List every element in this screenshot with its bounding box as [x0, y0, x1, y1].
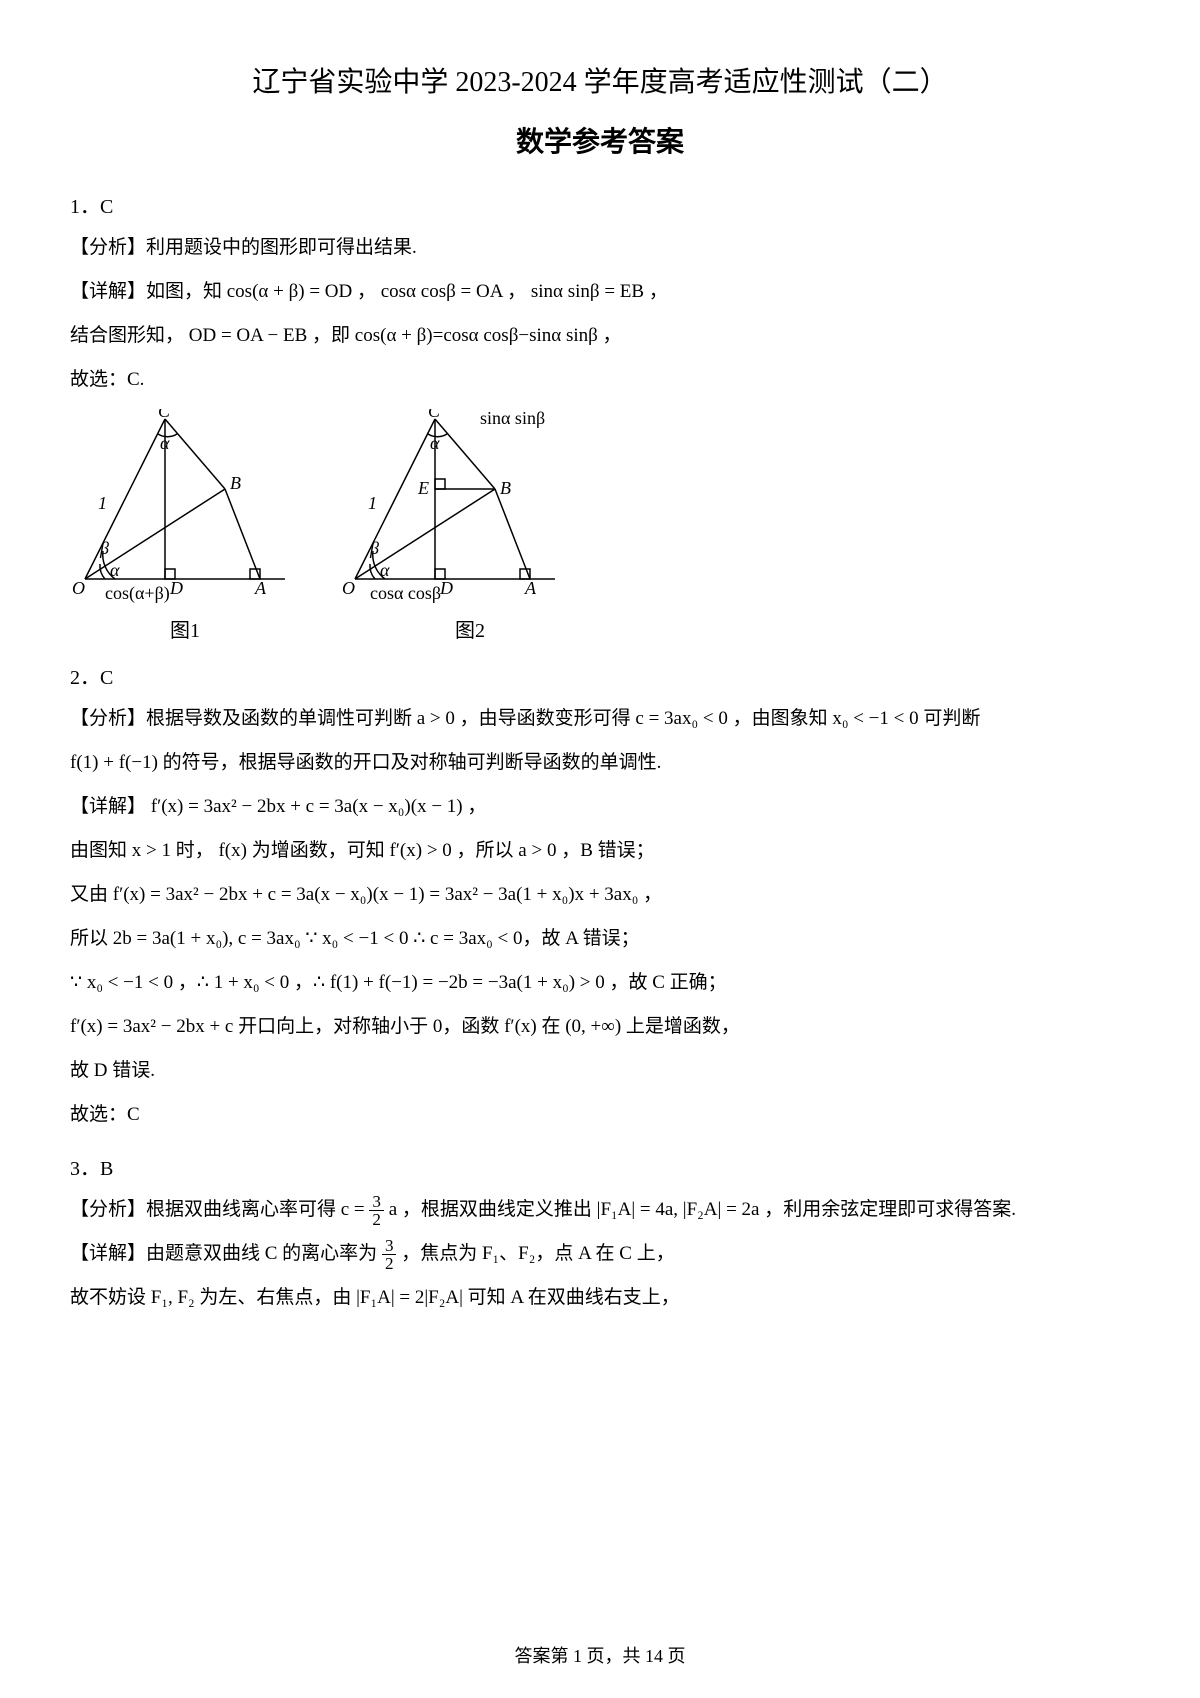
- fig1-angle-alpha: α: [110, 560, 120, 580]
- q3-detail-1: 【详解】由题意双曲线 C 的离心率为 3 2 ，焦点为 F₁、F₂，点 A 在 …: [70, 1235, 1130, 1273]
- fig2-label-B: B: [500, 478, 511, 498]
- title-sub: 数学参考答案: [70, 120, 1130, 160]
- fig2-label-E: E: [417, 478, 429, 498]
- q1-analysis: 【分析】利用题设中的图形即可得出结果.: [70, 229, 1130, 267]
- fig1-label-1: 1: [98, 493, 107, 513]
- fig1-label-O: O: [72, 578, 85, 598]
- title-main: 辽宁省实验中学 2023-2024 学年度高考适应性测试（二）: [70, 60, 1130, 100]
- fig1-angle-beta: β: [99, 538, 109, 558]
- q2-detail-7: 故 D 错误.: [70, 1052, 1130, 1090]
- fig1-label-B: B: [230, 473, 241, 493]
- q2-analysis-2: f(1) + f(−1) 的符号，根据导函数的开口及对称轴可判断导函数的单调性.: [70, 744, 1130, 782]
- fig2-angle-alpha-top: α: [430, 433, 440, 453]
- fig2-angle-alpha: α: [380, 560, 390, 580]
- q3-analysis-frac-num: 3: [369, 1193, 384, 1211]
- q1-conclusion: 故选：C.: [70, 361, 1130, 399]
- q2-detail-3: 又由 f′(x) = 3ax² − 2bx + c = 3a(x − x₀)(x…: [70, 876, 1130, 914]
- figure-2: O A B C D E 1 α β α sinα sinβ cosα cosβ …: [340, 409, 600, 643]
- q3-detail-1-post: ，焦点为 F₁、F₂，点 A 在 C 上，: [401, 1243, 674, 1264]
- q3-analysis: 【分析】根据双曲线离心率可得 c = 3 2 a ，根据双曲线定义推出 |F₁A…: [70, 1191, 1130, 1229]
- page-footer: 答案第 1 页，共 14 页: [0, 1642, 1200, 1668]
- q2-detail-6: f′(x) = 3ax² − 2bx + c 开口向上，对称轴小于 0，函数 f…: [70, 1008, 1130, 1046]
- q2-detail-1: 【详解】 f′(x) = 3ax² − 2bx + c = 3a(x − x₀)…: [70, 788, 1130, 826]
- figure-1: O A B C D 1 α β α cos(α+β) 图1: [70, 409, 300, 643]
- fig2-label-1: 1: [368, 493, 377, 513]
- figure-2-svg: O A B C D E 1 α β α sinα sinβ cosα cosβ: [340, 409, 600, 609]
- fig2-label-A: A: [524, 578, 537, 598]
- q3-detail-1-pre: 【详解】由题意双曲线 C 的离心率为: [70, 1243, 382, 1264]
- fig1-angle-alpha-top: α: [160, 433, 170, 453]
- fig2-label-C: C: [428, 409, 441, 421]
- q3-detail-1-frac: 3 2: [382, 1237, 397, 1272]
- q2-detail-5: ∵ x₀ < −1 < 0 ，∴ 1 + x₀ < 0 ，∴ f(1) + f(…: [70, 964, 1130, 1002]
- q2-number: 2．C: [70, 661, 1130, 690]
- fig1-label-A: A: [254, 578, 267, 598]
- fig1-x-label: cos(α+β): [105, 583, 170, 604]
- fig2-sin-label: sinα sinβ: [480, 409, 545, 428]
- q3-analysis-pre: 【分析】根据双曲线离心率可得 c =: [70, 1199, 369, 1220]
- fig2-label-O: O: [342, 578, 355, 598]
- fig1-caption: 图1: [70, 614, 300, 643]
- q2-detail-2: 由图知 x > 1 时， f(x) 为增函数，可知 f′(x) > 0 ，所以 …: [70, 832, 1130, 870]
- q3-analysis-frac: 3 2: [369, 1193, 384, 1228]
- q1-diagrams: O A B C D 1 α β α cos(α+β) 图1: [70, 409, 1130, 643]
- q2-detail-4: 所以 2b = 3a(1 + x₀), c = 3ax₀ ∵ x₀ < −1 <…: [70, 920, 1130, 958]
- q3-detail-2: 故不妨设 F₁, F₂ 为左、右焦点，由 |F₁A| = 2|F₂A| 可知 A…: [70, 1279, 1130, 1317]
- q3-number: 3．B: [70, 1152, 1130, 1181]
- fig2-x-label: cosα cosβ: [370, 583, 441, 603]
- q3-analysis-frac-den: 2: [369, 1211, 384, 1228]
- q3-analysis-post: a ，根据双曲线定义推出 |F₁A| = 4a, |F₂A| = 2a ，利用余…: [389, 1199, 1016, 1220]
- q1-detail-1: 【详解】如图，知 cos(α + β) = OD ， cosα cosβ = O…: [70, 273, 1130, 311]
- q3-detail-1-frac-den: 2: [382, 1255, 397, 1272]
- fig2-caption: 图2: [340, 614, 600, 643]
- fig2-label-D: D: [439, 578, 453, 598]
- q2-conclusion: 故选：C: [70, 1096, 1130, 1134]
- page: 辽宁省实验中学 2023-2024 学年度高考适应性测试（二） 数学参考答案 1…: [0, 0, 1200, 1698]
- fig1-label-D: D: [169, 578, 183, 598]
- fig1-label-C: C: [158, 409, 171, 421]
- fig2-angle-beta: β: [369, 538, 379, 558]
- q3-detail-1-frac-num: 3: [382, 1237, 397, 1255]
- q1-number: 1．C: [70, 190, 1130, 219]
- q2-analysis-1: 【分析】根据导数及函数的单调性可判断 a > 0 ，由导函数变形可得 c = 3…: [70, 700, 1130, 738]
- q1-detail-2: 结合图形知， OD = OA − EB ，即 cos(α + β)=cosα c…: [70, 317, 1130, 355]
- figure-1-svg: O A B C D 1 α β α cos(α+β): [70, 409, 300, 609]
